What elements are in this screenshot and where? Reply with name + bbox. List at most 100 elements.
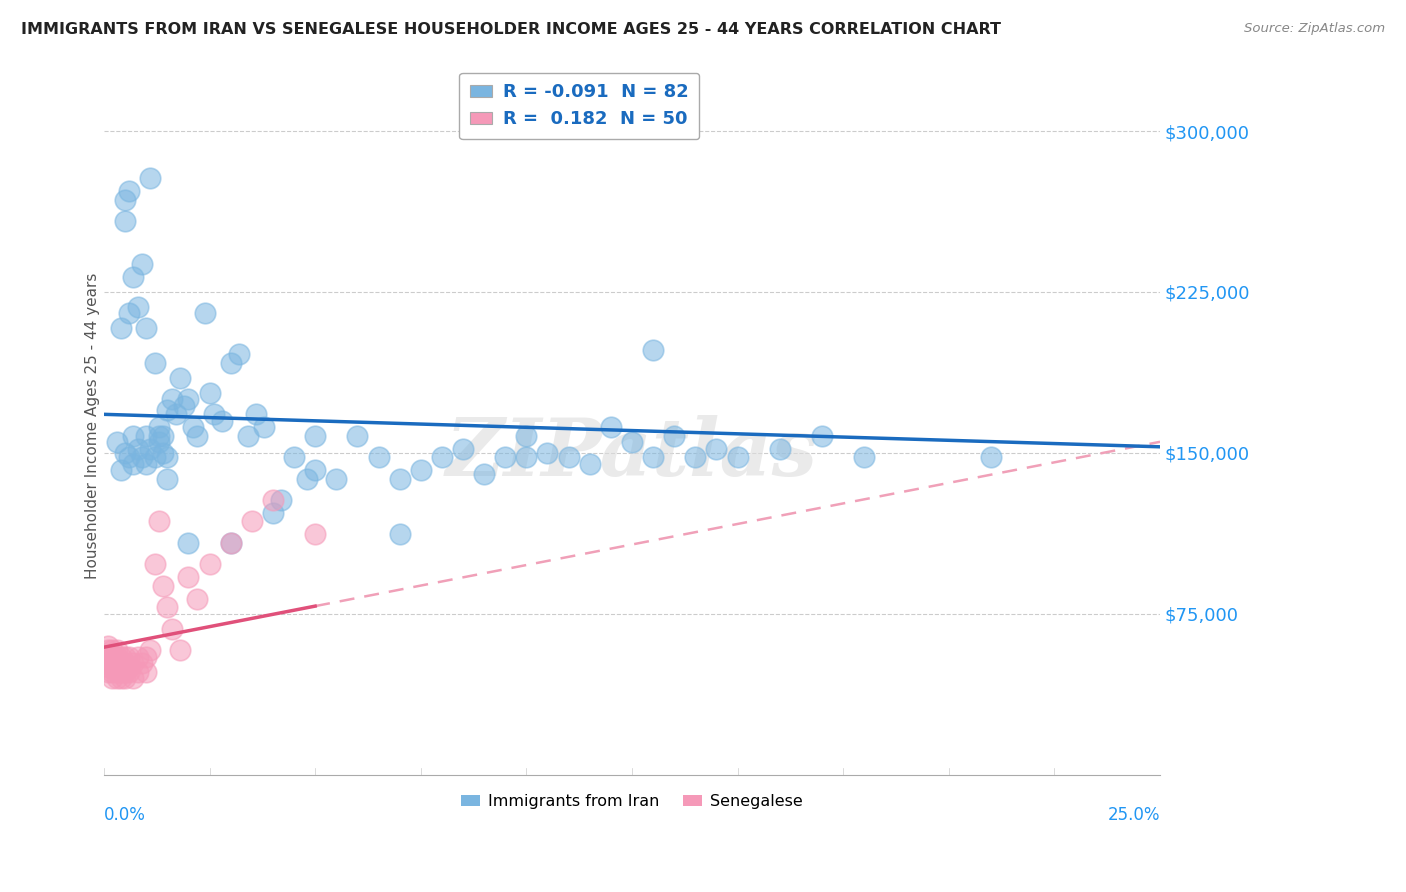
Text: Source: ZipAtlas.com: Source: ZipAtlas.com [1244,22,1385,36]
Point [304,527,326,541]
Point [156,472,179,486]
Point [139,171,162,186]
Point [143,356,166,370]
Point [346,428,368,442]
Point [270,493,292,508]
Point [152,446,174,460]
Point [101,671,124,685]
Point [643,450,665,464]
Point [122,671,145,685]
Point [118,649,141,664]
Point [97,643,120,657]
Point [219,536,242,550]
Point [143,450,166,464]
Point [664,428,686,442]
Point [148,515,170,529]
Point [131,450,153,464]
Point [253,420,276,434]
Point [430,450,453,464]
Point [194,306,217,320]
Point [122,428,145,442]
Point [202,407,225,421]
Point [148,428,170,442]
Point [228,347,250,361]
Point [114,656,136,670]
Point [110,671,132,685]
Point [139,442,162,456]
Point [97,639,120,653]
Point [101,649,124,664]
Point [143,558,166,572]
Point [118,184,141,198]
Y-axis label: Householder Income Ages 25 - 44 years: Householder Income Ages 25 - 44 years [86,273,100,579]
Point [451,442,474,456]
Point [304,463,326,477]
Point [643,343,665,357]
Point [127,649,149,664]
Point [211,414,233,428]
Point [304,428,326,442]
Point [177,570,200,584]
Point [853,450,876,464]
Point [706,442,728,456]
Point [578,457,600,471]
Point [105,643,128,657]
Point [118,665,141,679]
Point [685,450,707,464]
Point [186,428,208,442]
Point [219,536,242,550]
Point [110,660,132,674]
Point [169,643,191,657]
Point [122,457,145,471]
Point [160,392,183,407]
Point [105,649,128,664]
Point [114,193,136,207]
Point [388,472,411,486]
Point [219,356,242,370]
Point [409,463,432,477]
Point [114,665,136,679]
Point [160,622,183,636]
Point [152,428,174,442]
Point [114,214,136,228]
Point [156,403,179,417]
Point [148,420,170,434]
Point [980,450,1002,464]
Point [110,665,132,679]
Point [177,536,200,550]
Point [97,649,120,664]
Point [367,450,389,464]
Point [97,665,120,679]
Point [620,435,643,450]
Point [156,450,179,464]
Point [135,457,157,471]
Point [101,643,124,657]
Point [122,269,145,284]
Point [198,385,221,400]
Point [131,257,153,271]
Point [135,649,157,664]
Legend: Immigrants from Iran, Senegalese: Immigrants from Iran, Senegalese [454,788,810,815]
Point [135,665,157,679]
Point [148,435,170,450]
Point [198,558,221,572]
Point [173,399,195,413]
Point [599,420,621,434]
Point [515,450,537,464]
Point [135,428,157,442]
Point [472,467,495,482]
Point [536,446,558,460]
Point [101,660,124,674]
Text: 0.0%: 0.0% [104,806,146,824]
Point [127,300,149,314]
Point [114,446,136,460]
Point [156,600,179,615]
Point [325,472,347,486]
Point [105,671,128,685]
Point [811,428,834,442]
Text: ZIPatlas: ZIPatlas [446,415,818,492]
Point [97,660,120,674]
Point [245,407,267,421]
Point [110,649,132,664]
Point [135,321,157,335]
